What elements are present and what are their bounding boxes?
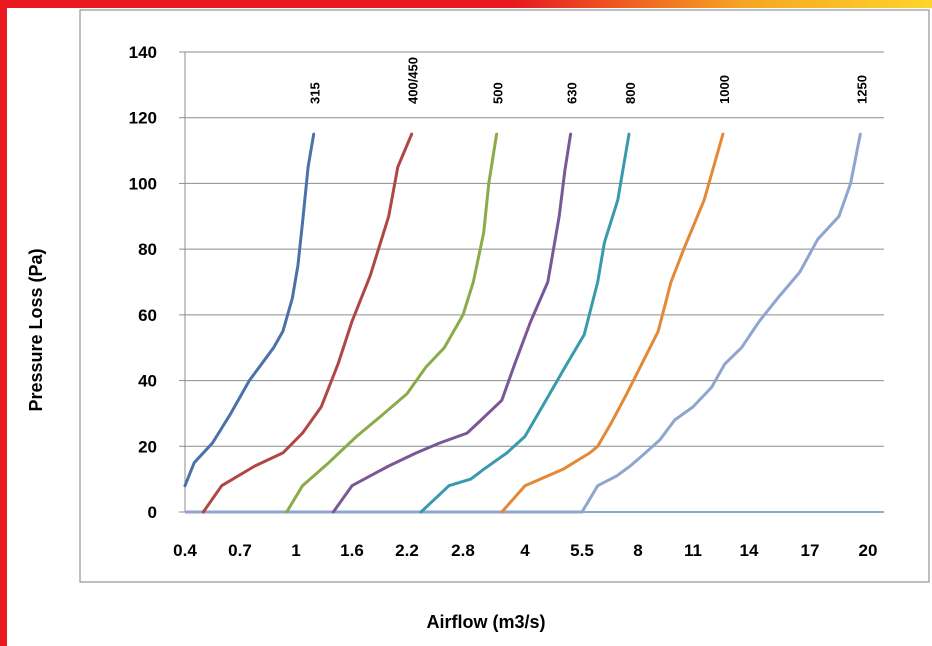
series-lines [183,132,862,514]
series-label: 315 [308,82,323,104]
series-line [419,132,631,514]
x-tick-label: 17 [801,541,820,560]
series-label: 500 [491,82,506,104]
x-tick-label: 14 [740,541,759,560]
x-tick-labels: 0.4 0.7 1 1.6 2.2 2.8 4 5.5 8 11 14 17 20 [173,541,877,560]
series-label: 400/450 [406,57,421,104]
y-tick-labels: 0 20 40 60 80 100 120 140 [129,43,157,522]
x-tick-label: 1.6 [340,541,364,560]
series-label: 630 [565,82,580,104]
series-label: 800 [623,82,638,104]
y-axis-title: Pressure Loss (Pa) [26,248,46,411]
y-tick-label: 60 [138,306,157,325]
series-line [331,132,573,514]
y-tick-label: 120 [129,109,157,128]
series-line [500,132,725,514]
y-tick-label: 80 [138,240,157,259]
x-tick-label: 0.7 [228,541,252,560]
y-tick-label: 0 [148,503,157,522]
series-line [201,132,414,514]
y-tick-label: 40 [138,372,157,391]
series-line [580,132,862,514]
x-tick-label: 5.5 [570,541,594,560]
top-accent-bar [0,0,932,8]
x-tick-label: 8 [633,541,642,560]
x-tick-label: 0.4 [173,541,197,560]
x-tick-label: 2.8 [451,541,475,560]
y-tick-label: 140 [129,43,157,62]
y-tick-label: 100 [129,174,157,193]
x-tick-label: 20 [859,541,878,560]
series-labels: 315 400/450 500 630 800 1000 1250 [308,57,870,104]
x-tick-label: 1 [291,541,300,560]
series-label: 1000 [717,75,732,104]
x-tick-label: 4 [520,541,530,560]
series-line [183,132,316,488]
x-tick-label: 11 [684,541,702,560]
y-tick-label: 20 [138,437,157,456]
series-line [285,132,499,514]
x-tick-label: 2.2 [395,541,419,560]
x-axis-title: Airflow (m3/s) [426,612,545,632]
series-label: 1250 [854,75,869,104]
